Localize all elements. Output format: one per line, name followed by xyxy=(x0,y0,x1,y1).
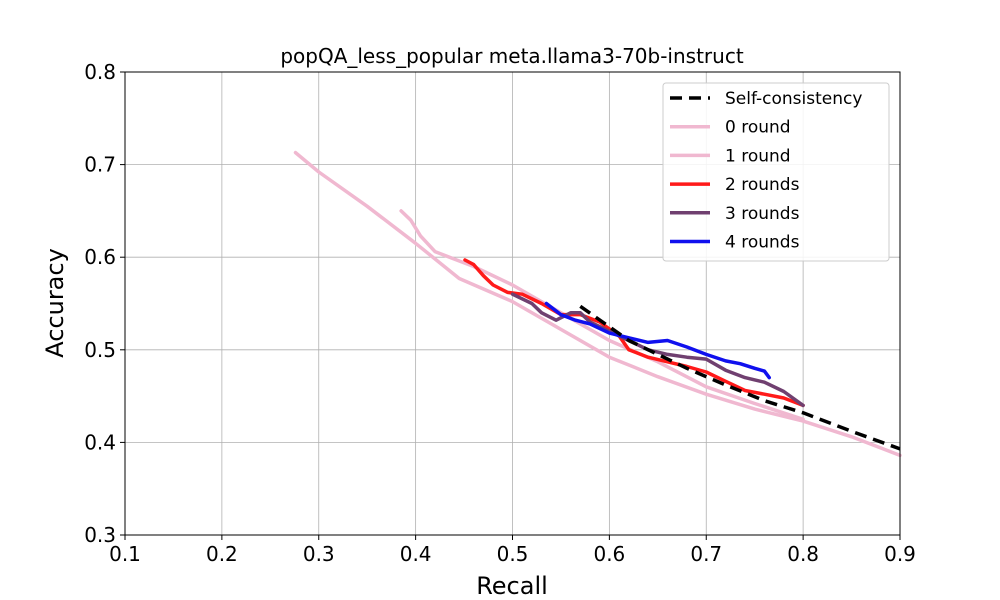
x-tick-label: 0.6 xyxy=(593,542,625,566)
y-tick-label: 0.7 xyxy=(84,153,116,177)
legend-entry-label: Self-consistency xyxy=(725,89,862,109)
series-line-1 xyxy=(293,150,902,458)
y-tick-label: 0.8 xyxy=(84,60,116,84)
series-line-3 xyxy=(463,258,805,408)
legend-entry-label: 2 rounds xyxy=(725,175,800,195)
legend-entry-label: 4 rounds xyxy=(725,233,800,253)
x-tick-label: 0.8 xyxy=(787,542,819,566)
legend-entry-label: 3 rounds xyxy=(725,204,800,224)
x-tick-label: 0.1 xyxy=(109,542,141,566)
y-tick-label: 0.6 xyxy=(84,245,116,269)
x-tick-label: 0.4 xyxy=(400,542,432,566)
x-tick-label: 0.3 xyxy=(303,542,335,566)
x-axis-label: Recall xyxy=(476,572,548,600)
y-axis-label: Accuracy xyxy=(41,248,69,358)
y-tick-label: 0.3 xyxy=(84,523,116,547)
y-tick-label: 0.4 xyxy=(84,430,116,454)
x-tick-label: 0.5 xyxy=(497,542,529,566)
chart-title: popQA_less_popular meta.llama3-70b-instr… xyxy=(280,44,743,68)
legend-box xyxy=(662,82,890,262)
x-tick-label: 0.2 xyxy=(206,542,238,566)
series-line-5 xyxy=(544,301,771,380)
series-line-2 xyxy=(399,209,805,422)
y-tick-label: 0.5 xyxy=(84,338,116,362)
axis-ticks: 0.1 0.2 0.3 0.4 0.5 0.6 0.7 0.8 0.9 0.3 0.4 0.5 0.6 0… xyxy=(84,60,916,566)
x-tick-label: 0.9 xyxy=(884,542,916,566)
series-line-0 xyxy=(579,304,901,451)
series-line-4 xyxy=(510,292,805,408)
series-lines xyxy=(293,150,902,458)
legend: Self-consistency 0 round 1 round 2 rounds 3 … xyxy=(662,82,890,262)
legend-entry-label: 0 round xyxy=(725,118,791,138)
legend-entry-label: 1 round xyxy=(725,146,791,166)
x-tick-label: 0.7 xyxy=(690,542,722,566)
